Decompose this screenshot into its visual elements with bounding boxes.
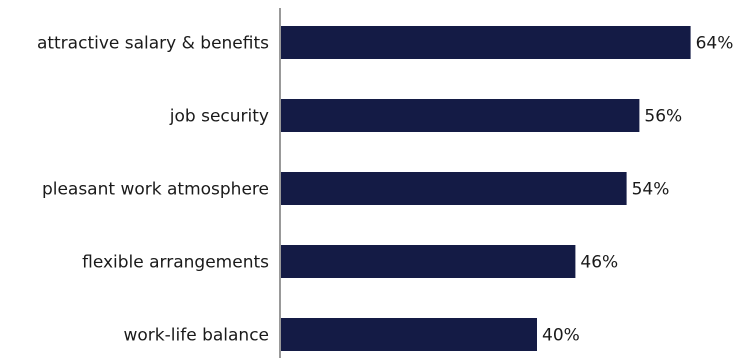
category-label: pleasant work atmosphere bbox=[42, 180, 269, 200]
category-label: attractive salary & benefits bbox=[37, 34, 269, 54]
category-label: job security bbox=[169, 107, 269, 127]
bars-group: attractive salary & benefits 64% job secur… bbox=[37, 26, 733, 351]
bar-1 bbox=[281, 99, 640, 132]
bar-2 bbox=[281, 172, 627, 205]
value-label: 46% bbox=[580, 253, 618, 273]
value-label: 54% bbox=[632, 180, 670, 200]
category-label: work-life balance bbox=[124, 326, 270, 346]
value-label: 56% bbox=[644, 107, 682, 127]
bar-0 bbox=[281, 26, 691, 59]
category-label: flexible arrangements bbox=[82, 253, 269, 273]
value-label: 40% bbox=[542, 326, 580, 346]
value-label: 64% bbox=[696, 34, 734, 54]
bar-4 bbox=[281, 318, 537, 351]
bar-3 bbox=[281, 245, 576, 278]
